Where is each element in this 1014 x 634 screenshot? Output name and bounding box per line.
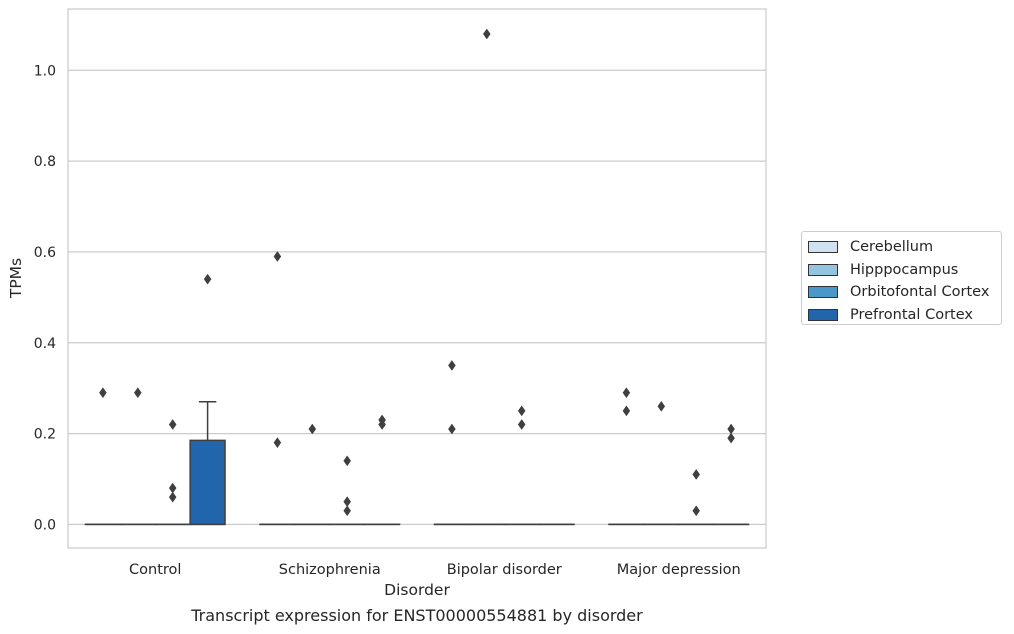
legend-label: Prefrontal Cortex [850, 306, 973, 323]
outlier-point [343, 496, 352, 508]
box-prefrontal-cortex [189, 401, 226, 526]
legend: Cerebellum Hipppocampus Orbitofontal Corte… [801, 231, 1002, 325]
outlier-point [343, 455, 352, 467]
outlier-point [482, 28, 491, 40]
legend-swatch [808, 241, 838, 254]
outlier-point [692, 469, 701, 480]
legend-swatch [808, 263, 838, 276]
outlier-point [133, 387, 142, 399]
outlier-point [517, 405, 526, 417]
legend-item: Prefrontal Cortex [808, 304, 1001, 327]
outlier-point [273, 437, 282, 449]
legend-item: Cerebellum [808, 236, 1001, 259]
x-axis-label: Disorder [384, 581, 450, 599]
y-axis-label: TPMs [7, 258, 25, 299]
outlier-point [273, 251, 282, 262]
box-body [189, 439, 226, 526]
legend-swatch [808, 286, 838, 299]
outliers [99, 28, 735, 517]
x-tick-label: Schizophrenia [279, 562, 381, 578]
outlier-point [168, 491, 177, 503]
gridlines [68, 69, 766, 526]
y-tick-label: 0.0 [34, 517, 56, 533]
legend-item: Orbitofontal Cortex [808, 281, 1001, 304]
outlier-point [622, 387, 631, 399]
outlier-point [99, 387, 107, 399]
outlier-point [378, 419, 386, 430]
y-tick-label: 0.6 [34, 245, 56, 261]
outlier-point [657, 400, 666, 412]
outlier-point [308, 423, 317, 435]
legend-label: Orbitofontal Cortex [850, 284, 990, 301]
legend-item: Hipppocampus [808, 259, 1001, 282]
outlier-point [168, 482, 177, 494]
outlier-point [692, 505, 701, 517]
outlier-point [727, 432, 735, 444]
outlier-point [727, 423, 735, 435]
outlier-point [622, 405, 631, 417]
boxes [84, 401, 750, 526]
x-tick-labels: Control Schizophrenia Bipolar disorder Majo… [129, 562, 741, 578]
x-tick-label: Major depression [617, 562, 741, 578]
legend-label: Cerebellum [850, 239, 934, 256]
x-tick-label: Bipolar disorder [447, 562, 562, 578]
y-tick-label: 0.4 [34, 336, 56, 352]
y-tick-labels: 0.0 0.2 0.4 0.6 0.8 1.0 [34, 63, 56, 533]
y-tick-label: 1.0 [34, 63, 56, 79]
outlier-point [517, 419, 526, 430]
figure-caption: Transcript expression for ENST0000055488… [191, 606, 643, 625]
plot-frame [67, 8, 767, 549]
y-tick-label: 0.2 [34, 427, 56, 443]
y-tick-label: 0.8 [34, 154, 56, 170]
outlier-point [203, 273, 212, 285]
legend-label: Hipppocampus [850, 261, 959, 278]
legend-swatch [808, 308, 838, 321]
x-tick-label: Control [129, 562, 181, 578]
outlier-point [448, 423, 456, 435]
outlier-point [448, 360, 456, 371]
outlier-point [343, 505, 352, 517]
outlier-point [168, 419, 177, 430]
